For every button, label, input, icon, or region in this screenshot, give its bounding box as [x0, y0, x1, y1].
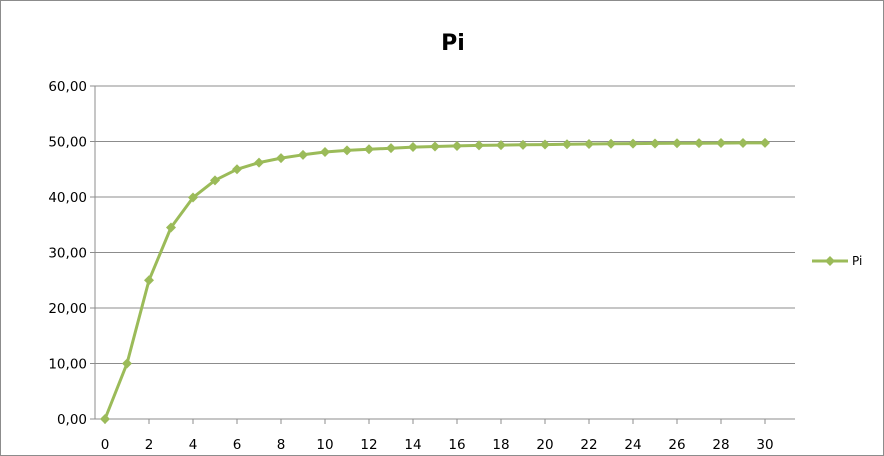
- data-point: [342, 145, 352, 156]
- x-tick-label: 2: [145, 437, 154, 453]
- y-tick-label: 30,00: [48, 246, 87, 262]
- y-tick-label: 50,00: [48, 135, 87, 151]
- data-point: [364, 144, 374, 155]
- x-tick-label: 28: [712, 437, 729, 453]
- data-point: [386, 143, 396, 154]
- y-tick-label: 20,00: [48, 301, 87, 317]
- data-point: [518, 139, 528, 150]
- legend: Pi: [812, 254, 862, 268]
- data-point: [716, 138, 726, 149]
- y-tick-label: 60,00: [48, 79, 87, 95]
- data-point: [408, 142, 418, 153]
- data-point: [496, 140, 506, 151]
- x-tick-label: 10: [316, 437, 333, 453]
- data-point: [254, 157, 264, 168]
- data-point: [144, 275, 154, 286]
- data-point: [474, 140, 484, 151]
- x-axis-tick-labels: 0 2 4 6 8 10 12 14 16 18 20 22 24 26 28 30: [101, 437, 774, 453]
- data-point: [738, 137, 748, 148]
- y-tick-label: 40,00: [48, 190, 87, 206]
- x-tick-label: 26: [668, 437, 685, 453]
- x-tick-label: 22: [580, 437, 597, 453]
- x-tick-label: 8: [277, 437, 286, 453]
- x-tick-label: 14: [404, 437, 421, 453]
- y-axis-tick-labels: 0,00 10,00 20,00 30,00 40,00 50,00 60,00: [48, 79, 87, 428]
- y-tick-label: 0,00: [57, 412, 87, 428]
- data-point: [540, 139, 550, 150]
- grid-layer: [90, 85, 795, 420]
- x-tick-label: 0: [101, 437, 110, 453]
- data-point: [232, 164, 242, 175]
- data-point: [430, 141, 440, 152]
- data-point: [760, 137, 770, 148]
- y-tick-label: 10,00: [48, 357, 87, 373]
- series-line: [103, 141, 765, 420]
- x-tick-label: 30: [756, 437, 773, 453]
- data-point: [276, 153, 286, 164]
- data-point: [166, 222, 176, 233]
- x-tick-label: 24: [624, 437, 641, 453]
- series-layer: [100, 137, 770, 424]
- x-tick-label: 4: [189, 437, 198, 453]
- data-point: [650, 138, 660, 149]
- data-point: [320, 147, 330, 158]
- chart-title: Pi: [441, 31, 465, 56]
- data-point: [452, 140, 462, 151]
- data-point: [188, 192, 198, 203]
- x-tick-label: 18: [492, 437, 509, 453]
- legend-marker: [825, 256, 835, 266]
- data-point: [672, 138, 682, 149]
- x-tick-label: 12: [360, 437, 377, 453]
- data-point: [694, 138, 704, 149]
- data-point: [210, 175, 220, 186]
- data-point: [562, 139, 572, 150]
- x-tick-label: 20: [536, 437, 553, 453]
- data-point: [100, 414, 110, 424]
- x-tick-label: 16: [448, 437, 465, 453]
- data-point: [584, 138, 594, 149]
- data-point: [298, 149, 308, 160]
- data-point: [606, 138, 616, 149]
- x-tick-label: 6: [233, 437, 242, 453]
- data-point: [122, 358, 132, 369]
- axis-layer: [94, 86, 766, 424]
- legend-label: Pi: [852, 254, 862, 268]
- data-point: [628, 138, 638, 149]
